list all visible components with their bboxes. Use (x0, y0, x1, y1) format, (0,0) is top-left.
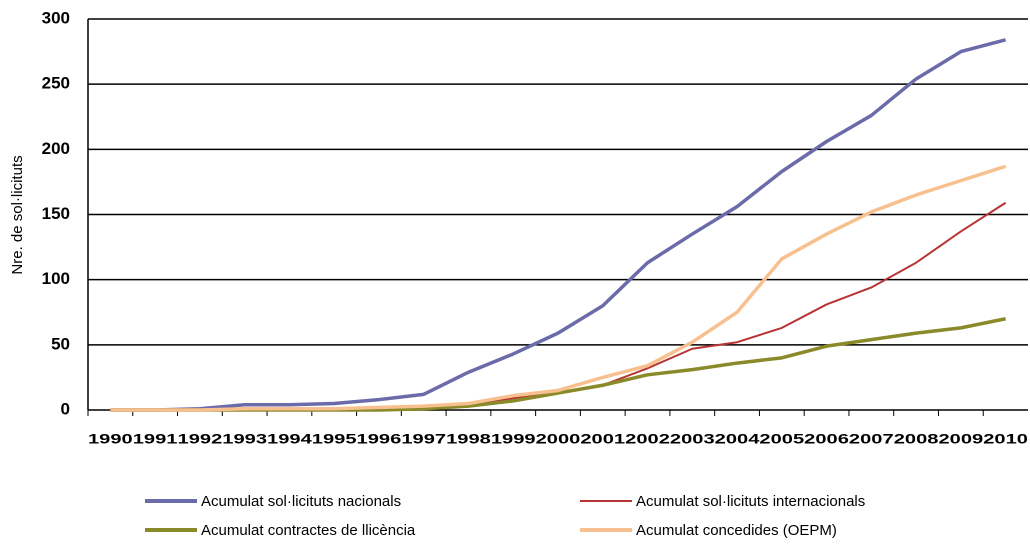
x-tick-label: 2005 (759, 431, 804, 447)
x-tick-label: 2009 (938, 431, 983, 447)
y-tick-label: 50 (51, 334, 70, 353)
y-tick-label: 100 (42, 269, 70, 288)
x-tick-label: 1998 (446, 431, 491, 447)
x-tick-label: 1994 (267, 431, 312, 447)
x-tick-label: 1990 (88, 431, 133, 447)
x-tick-label: 1996 (357, 431, 402, 447)
y-tick-label: 250 (42, 74, 70, 93)
x-tick-label: 1992 (178, 431, 223, 447)
y-axis-label: Nre. de sol·licituts (9, 155, 26, 274)
x-tick-label: 2001 (580, 431, 625, 447)
x-tick-label: 2006 (804, 431, 849, 447)
x-tick-label: 1995 (312, 431, 357, 447)
y-tick-label: 300 (42, 8, 70, 27)
y-tick-label: 200 (42, 139, 70, 158)
x-tick-label: 2003 (670, 431, 715, 447)
x-tick-label: 2000 (536, 431, 581, 447)
series-line (110, 164, 1007, 412)
y-tick-label: 150 (42, 204, 70, 223)
x-tick-label: 2010 (983, 431, 1028, 447)
x-tick-label: 1999 (491, 431, 536, 447)
x-tick-label: 1997 (401, 431, 446, 447)
series-line (110, 38, 1007, 412)
y-tick-label: 0 (61, 399, 70, 418)
x-tick-label: 2002 (625, 431, 670, 447)
legend-label: Acumulat concedides (OEPM) (636, 522, 837, 539)
x-tick-label: 2007 (849, 431, 894, 447)
x-tick-label: 1991 (133, 431, 178, 447)
legend-label: Acumulat contractes de llicència (201, 522, 416, 539)
x-tick-label: 2004 (715, 431, 760, 447)
x-tick-label: 1993 (222, 431, 267, 447)
legend-label: Acumulat sol·licituts nacionals (201, 493, 401, 510)
series-line (110, 201, 1007, 411)
x-tick-label: 2008 (894, 431, 939, 447)
legend-label: Acumulat sol·licituts internacionals (636, 493, 865, 510)
